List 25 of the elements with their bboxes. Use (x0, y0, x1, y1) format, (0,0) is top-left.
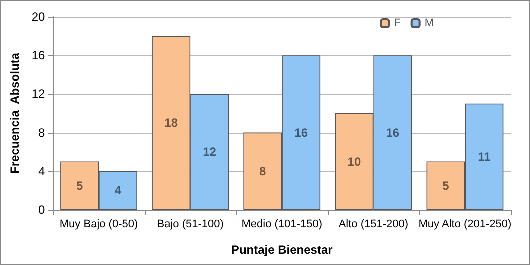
data-label: 5 (442, 178, 450, 193)
y-tick-label: 12 (32, 87, 46, 102)
data-label: 18 (164, 116, 178, 130)
x-tick-label: Muy Bajo (0-50) (60, 218, 138, 230)
data-label: 8 (260, 164, 267, 178)
x-tick-label: Alto (151-200) (338, 218, 409, 230)
y-tick-label: 20 (32, 10, 46, 24)
data-label: 10 (348, 154, 362, 169)
x-axis-title: Puntaje Bienestar (231, 243, 334, 257)
data-label: 4 (114, 184, 122, 198)
y-tick-label: 16 (32, 48, 46, 63)
data-label: 5 (76, 178, 84, 193)
data-label: 11 (478, 150, 492, 164)
legend-label: F (394, 18, 402, 30)
data-label: 16 (294, 126, 308, 140)
y-axis-title: Frecuencia Absoluta (8, 52, 22, 174)
y-tick-label: 0 (38, 203, 46, 217)
data-label: 16 (386, 126, 400, 140)
legend-label: M (424, 18, 434, 30)
x-tick-label: Muy Alto (201-250) (418, 218, 512, 230)
y-tick-label: 8 (38, 126, 46, 140)
x-tick-label: Medio (101-150) (242, 218, 322, 230)
data-label: 12 (203, 145, 217, 160)
y-tick-label: 4 (38, 164, 46, 178)
x-tick-label: Bajo (51-100) (157, 218, 224, 230)
